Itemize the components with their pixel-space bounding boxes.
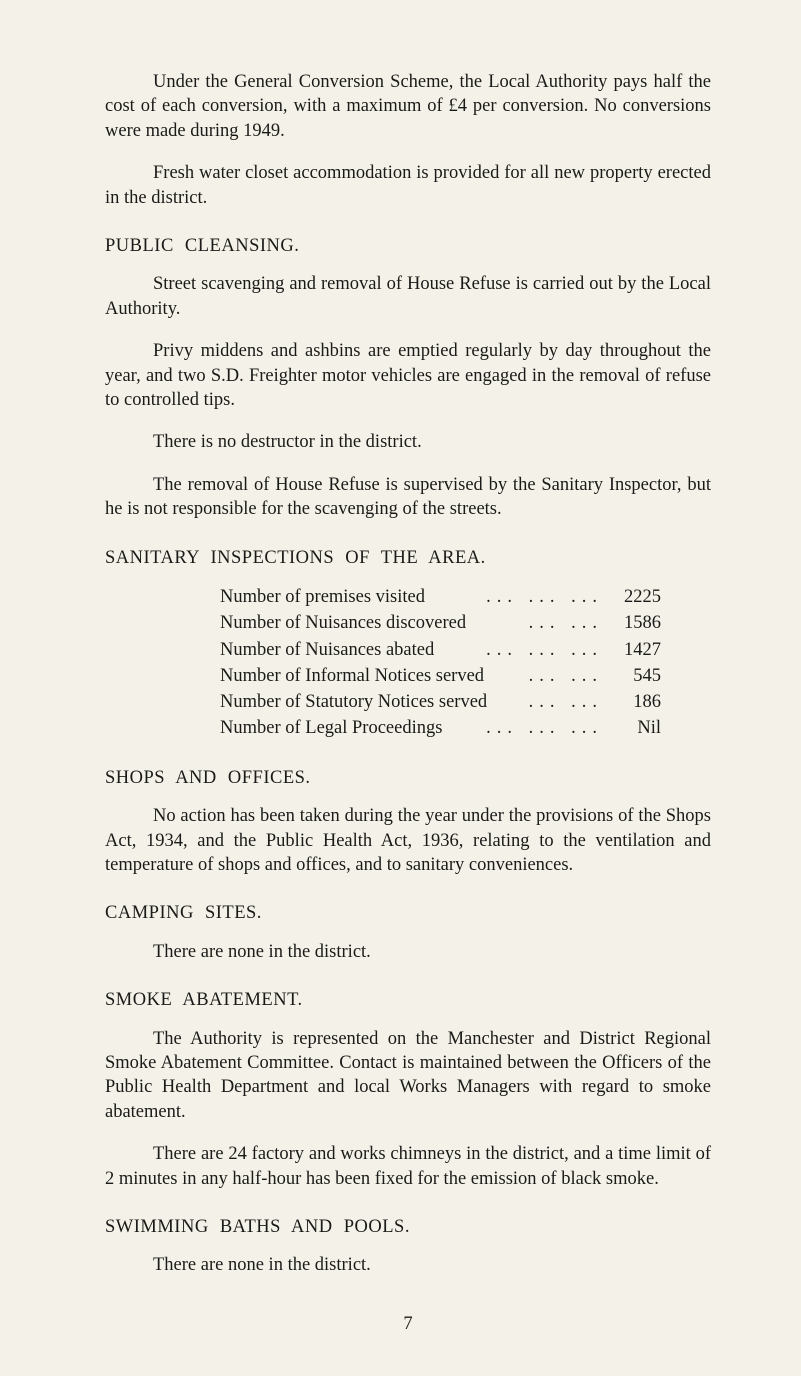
page-number: 7 bbox=[105, 1312, 711, 1336]
leader-dots: ... ... bbox=[487, 689, 607, 715]
heading-shops-offices: SHOPS AND OFFICES. bbox=[105, 766, 711, 790]
heading-camping-sites: CAMPING SITES. bbox=[105, 901, 711, 925]
document-page: Under the General Conversion Scheme, the… bbox=[0, 0, 801, 1376]
inspection-table: Number of premises visited ... ... ... 2… bbox=[105, 584, 711, 742]
row-value: 1586 bbox=[607, 610, 661, 636]
paragraph: The removal of House Refuse is supervise… bbox=[105, 473, 711, 522]
paragraph: There are none in the district. bbox=[105, 1253, 711, 1277]
heading-public-cleansing: PUBLIC CLEANSING. bbox=[105, 234, 711, 258]
table-row: Number of premises visited ... ... ... 2… bbox=[220, 584, 711, 610]
row-label: Number of Nuisances discovered bbox=[220, 610, 466, 636]
leader-dots: ... ... ... bbox=[442, 715, 607, 741]
row-value: 186 bbox=[607, 689, 661, 715]
paragraph: The Authority is represented on the Manc… bbox=[105, 1027, 711, 1125]
table-row: Number of Legal Proceedings ... ... ... … bbox=[220, 715, 711, 741]
paragraph: No action has been taken during the year… bbox=[105, 804, 711, 877]
table-row: Number of Nuisances discovered ... ... 1… bbox=[220, 610, 711, 636]
row-label: Number of Statutory Notices served bbox=[220, 689, 487, 715]
paragraph: There are 24 factory and works chimneys … bbox=[105, 1142, 711, 1191]
row-label: Number of Nuisances abated bbox=[220, 637, 434, 663]
paragraph: Privy middens and ashbins are emptied re… bbox=[105, 339, 711, 412]
leader-dots: ... ... bbox=[466, 610, 607, 636]
row-value: 2225 bbox=[607, 584, 661, 610]
leader-dots: ... ... ... bbox=[434, 637, 607, 663]
paragraph: Fresh water closet accommodation is prov… bbox=[105, 161, 711, 210]
heading-smoke-abatement: SMOKE ABATEMENT. bbox=[105, 988, 711, 1012]
paragraph: There are none in the district. bbox=[105, 940, 711, 964]
paragraph: Under the General Conversion Scheme, the… bbox=[105, 70, 711, 143]
table-row: Number of Informal Notices served ... ..… bbox=[220, 663, 711, 689]
row-value: Nil bbox=[607, 715, 661, 741]
leader-dots: ... ... bbox=[484, 663, 607, 689]
row-label: Number of Informal Notices served bbox=[220, 663, 484, 689]
row-label: Number of premises visited bbox=[220, 584, 425, 610]
leader-dots: ... ... ... bbox=[425, 584, 607, 610]
heading-sanitary-inspections: SANITARY INSPECTIONS OF THE AREA. bbox=[105, 546, 711, 570]
paragraph: There is no destructor in the district. bbox=[105, 430, 711, 454]
paragraph: Street scavenging and removal of House R… bbox=[105, 272, 711, 321]
row-value: 1427 bbox=[607, 637, 661, 663]
heading-swimming-baths: SWIMMING BATHS AND POOLS. bbox=[105, 1215, 711, 1239]
row-value: 545 bbox=[607, 663, 661, 689]
table-row: Number of Nuisances abated ... ... ... 1… bbox=[220, 637, 711, 663]
row-label: Number of Legal Proceedings bbox=[220, 715, 442, 741]
table-row: Number of Statutory Notices served ... .… bbox=[220, 689, 711, 715]
